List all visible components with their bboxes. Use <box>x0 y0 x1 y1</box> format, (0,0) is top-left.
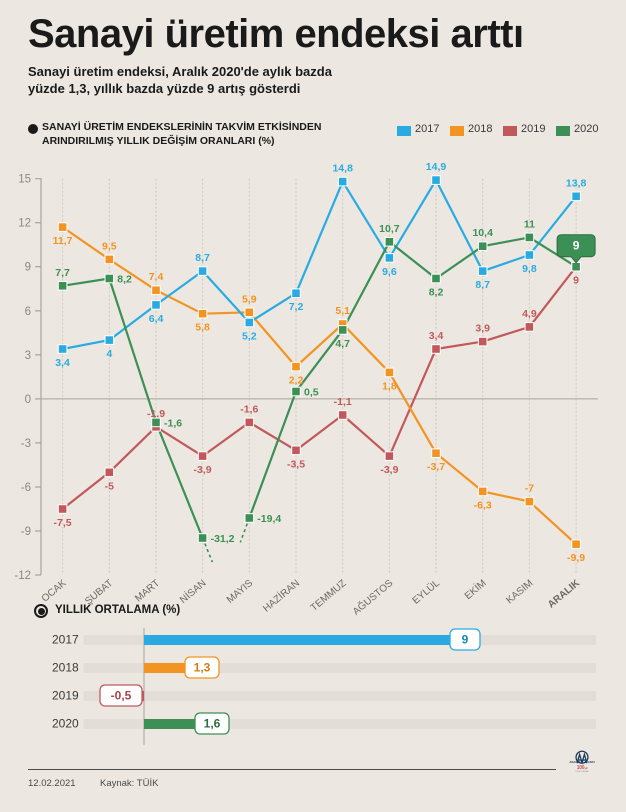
svg-text:9,5: 9,5 <box>102 240 117 252</box>
svg-text:-5: -5 <box>105 480 114 492</box>
svg-text:-3,9: -3,9 <box>380 464 398 476</box>
svg-text:5,8: 5,8 <box>195 322 210 334</box>
svg-text:9,8: 9,8 <box>522 263 537 275</box>
svg-text:8,7: 8,7 <box>195 252 210 264</box>
svg-text:9,6: 9,6 <box>382 266 397 278</box>
svg-text:EKİM: EKİM <box>462 576 489 602</box>
svg-text:4: 4 <box>106 348 112 360</box>
svg-text:-1,1: -1,1 <box>334 396 352 408</box>
svg-text:-7: -7 <box>525 483 534 495</box>
svg-text:9: 9 <box>573 275 579 287</box>
svg-text:9: 9 <box>573 239 580 253</box>
svg-text:MAYIS: MAYIS <box>225 578 256 606</box>
svg-text:8,2: 8,2 <box>429 287 444 299</box>
svg-text:5,2: 5,2 <box>242 331 257 343</box>
svg-text:-9,9: -9,9 <box>567 552 585 564</box>
svg-text:11,7: 11,7 <box>53 235 73 247</box>
svg-text:4,7: 4,7 <box>335 338 350 350</box>
svg-text:-3,9: -3,9 <box>194 464 212 476</box>
svg-text:OCAK: OCAK <box>40 578 69 605</box>
svg-text:-9: -9 <box>21 526 31 538</box>
svg-text:1,8: 1,8 <box>382 380 397 392</box>
svg-text:8,7: 8,7 <box>475 279 490 291</box>
svg-text:10,4: 10,4 <box>472 227 493 239</box>
svg-text:3,4: 3,4 <box>429 330 444 342</box>
svg-text:-7,5: -7,5 <box>54 517 72 529</box>
svg-text:3,9: 3,9 <box>475 323 490 335</box>
svg-text:MART: MART <box>133 578 162 605</box>
svg-text:3,4: 3,4 <box>55 357 70 369</box>
svg-text:KASIM: KASIM <box>504 578 535 606</box>
svg-text:11: 11 <box>524 218 535 230</box>
svg-text:ARALIK: ARALIK <box>546 577 583 610</box>
svg-text:HAZİRAN: HAZİRAN <box>260 576 302 614</box>
svg-text:7,7: 7,7 <box>55 267 70 279</box>
svg-text:ŞUBAT: ŞUBAT <box>83 578 115 607</box>
svg-text:-19,4: -19,4 <box>257 513 281 525</box>
svg-text:14,8: 14,8 <box>332 163 353 175</box>
svg-text:0: 0 <box>25 394 31 406</box>
svg-text:-6,3: -6,3 <box>474 499 492 511</box>
svg-text:EYLÜL: EYLÜL <box>410 577 442 607</box>
svg-text:15: 15 <box>18 174 31 186</box>
svg-text:2,2: 2,2 <box>289 375 304 387</box>
svg-text:-3: -3 <box>21 438 31 450</box>
svg-text:-31,2: -31,2 <box>211 533 235 545</box>
svg-text:6: 6 <box>25 306 31 318</box>
svg-text:5,9: 5,9 <box>242 293 257 305</box>
svg-text:7,4: 7,4 <box>149 271 164 283</box>
svg-text:-6: -6 <box>21 482 31 494</box>
svg-text:7,2: 7,2 <box>289 301 304 313</box>
svg-text:-3,7: -3,7 <box>427 461 445 473</box>
svg-text:AĞUSTOS: AĞUSTOS <box>350 576 396 617</box>
svg-text:0,5: 0,5 <box>304 387 319 399</box>
svg-text:-1,6: -1,6 <box>240 403 258 415</box>
svg-text:9: 9 <box>25 262 31 274</box>
svg-text:12: 12 <box>18 218 31 230</box>
svg-text:-3,5: -3,5 <box>287 458 305 470</box>
svg-text:3: 3 <box>25 350 31 362</box>
svg-text:14,9: 14,9 <box>426 161 447 173</box>
svg-text:10,7: 10,7 <box>379 223 400 235</box>
svg-text:13,8: 13,8 <box>566 177 587 189</box>
svg-text:4,9: 4,9 <box>522 308 537 320</box>
svg-text:TEMMUZ: TEMMUZ <box>309 578 349 614</box>
svg-text:-1,6: -1,6 <box>164 417 182 429</box>
svg-text:8,2: 8,2 <box>117 274 132 286</box>
svg-text:-12: -12 <box>14 570 31 582</box>
svg-text:5,1: 5,1 <box>335 305 350 317</box>
svg-text:NİSAN: NİSAN <box>177 576 209 606</box>
svg-text:6,4: 6,4 <box>149 313 164 325</box>
